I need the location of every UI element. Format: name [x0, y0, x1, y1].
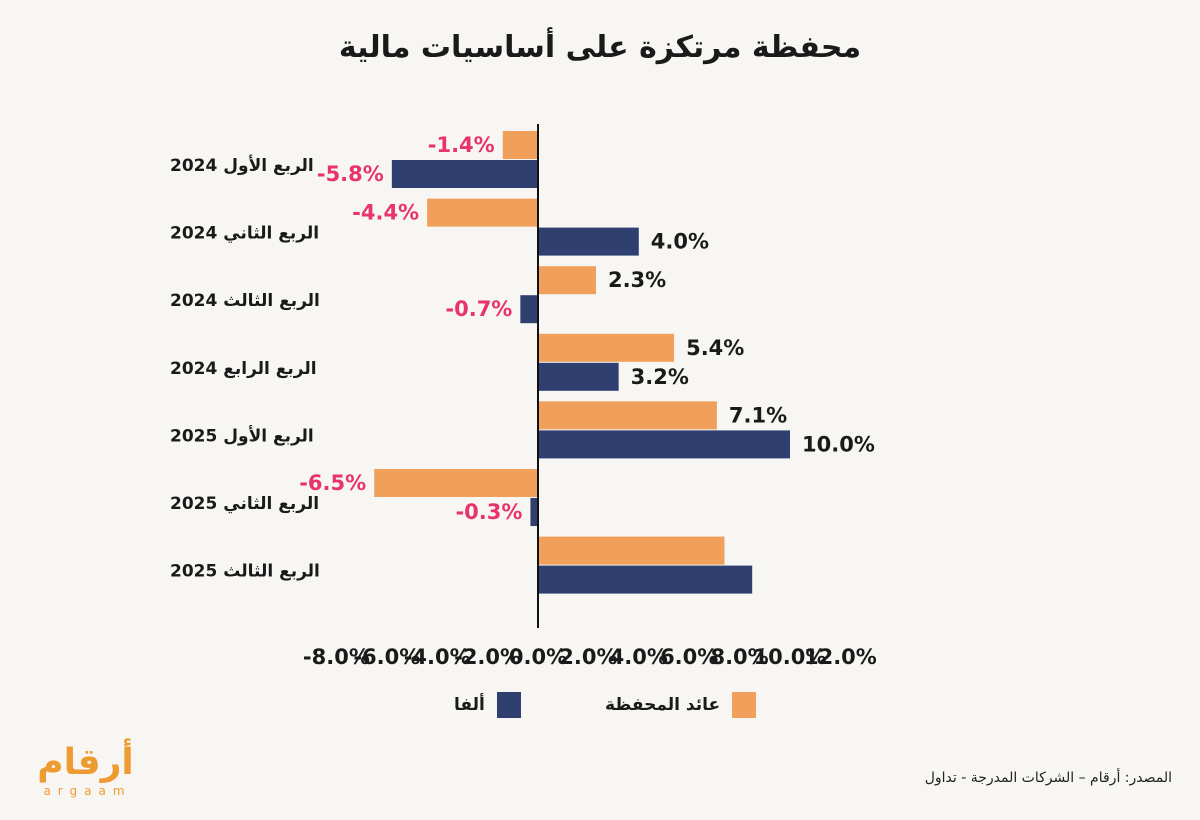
- logo-arabic: أرقام: [37, 742, 134, 783]
- data-label: 2.3%: [608, 268, 666, 292]
- data-label: 5.4%: [686, 336, 744, 360]
- alpha-bar: [538, 362, 619, 391]
- category-label: الربع الثالث 2025: [170, 562, 320, 582]
- argaam-logo: أرقام argaam: [28, 742, 158, 802]
- x-tick-label: -2.0%: [454, 645, 521, 669]
- alpha-bar: [530, 498, 538, 526]
- x-tick-label: 2.0%: [559, 645, 617, 669]
- portfolio-bar: [502, 131, 538, 159]
- category-label: الربع الثاني 2024: [170, 224, 319, 244]
- data-label: -0.7%: [445, 297, 512, 321]
- portfolio-bar: [374, 469, 538, 497]
- alpha-bar: [538, 565, 753, 594]
- x-tick-label: -8.0%: [303, 645, 370, 669]
- portfolio-bar: [538, 401, 717, 430]
- category-label: الربع الثاني 2025: [170, 494, 319, 514]
- legend-alpha-label: ألفا: [454, 695, 485, 715]
- data-label: -0.3%: [455, 500, 522, 524]
- legend-alpha: ألفا: [454, 692, 521, 718]
- chart-title: محفظة مرتكزة على أساسيات مالية: [338, 30, 862, 65]
- x-tick-label: 0.0%: [509, 645, 567, 669]
- portfolio-bar: [538, 333, 675, 362]
- x-tick-label: 6.0%: [660, 645, 718, 669]
- x-tick-label: 4.0%: [610, 645, 668, 669]
- portfolio-bar: [538, 536, 725, 565]
- data-label: -6.5%: [299, 471, 366, 495]
- data-label: 4.0%: [651, 230, 709, 254]
- category-label: الربع الأول 2025: [170, 425, 314, 446]
- legend-portfolio-swatch: [732, 692, 757, 718]
- data-label: -4.4%: [352, 201, 419, 225]
- source-note: المصدر: أرقام – الشركات المدرجة - تداول: [924, 770, 1172, 786]
- portfolio-bar: [427, 198, 538, 227]
- x-tick-label: 12.0%: [804, 645, 877, 669]
- x-tick-label: -4.0%: [404, 645, 471, 669]
- category-label: الربع الرابع 2024: [170, 359, 317, 379]
- x-tick-label: -6.0%: [353, 645, 420, 669]
- legend-alpha-swatch: [496, 692, 521, 718]
- data-label: -1.4%: [428, 133, 495, 157]
- category-label: الربع الثالث 2024: [170, 291, 320, 311]
- legend-portfolio: عائد المحفظة: [605, 692, 757, 718]
- alpha-bar: [391, 160, 538, 188]
- portfolio-bar: [538, 266, 596, 295]
- data-label: 3.2%: [631, 365, 689, 389]
- data-label: -5.8%: [317, 162, 384, 186]
- logo-latin: argaam: [43, 784, 132, 798]
- bar-chart: الربع الأول 2024 -1.4% -5.8% الربع الثاني 2…: [170, 124, 877, 669]
- legend-portfolio-label: عائد المحفظة: [605, 695, 721, 715]
- alpha-bar: [520, 295, 538, 324]
- x-tick-label: 10.0%: [754, 645, 827, 669]
- category-label: الربع الأول 2024: [170, 155, 314, 176]
- data-label: 10.0%: [802, 432, 875, 456]
- x-tick-label: 8.0%: [710, 645, 768, 669]
- alpha-bar: [538, 227, 639, 256]
- data-label: 7.1%: [729, 403, 787, 427]
- alpha-bar: [538, 430, 790, 459]
